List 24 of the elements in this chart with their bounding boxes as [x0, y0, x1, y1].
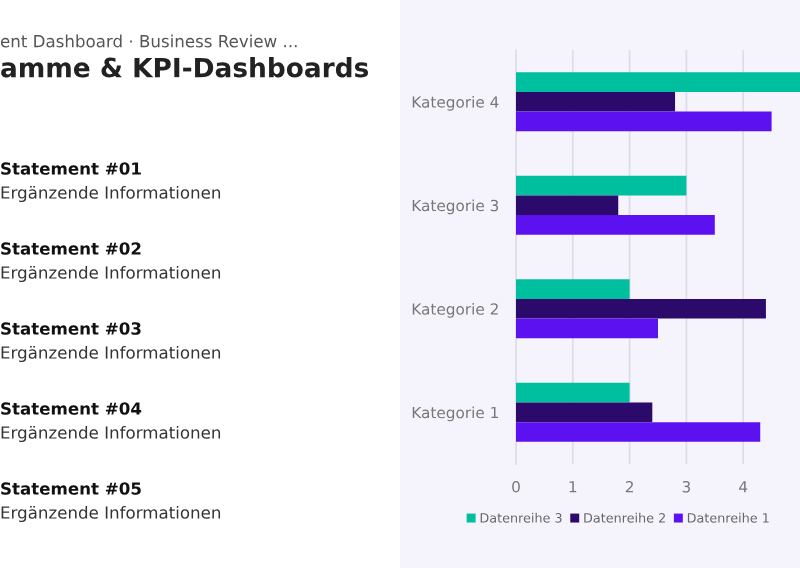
- text: amme & KPI-Dashboards: [1, 57, 369, 78]
- bar: [516, 402, 653, 423]
- text: Statement #02: [1, 242, 141, 255]
- bar: [516, 195, 619, 216]
- bar: [516, 318, 658, 339]
- bar: [516, 382, 630, 403]
- bar: [516, 298, 766, 319]
- bar: [516, 215, 715, 235]
- bar: [516, 279, 630, 299]
- text: Statement #04: [1, 402, 142, 415]
- bar: [516, 91, 676, 112]
- text: Statement #05: [1, 482, 141, 495]
- bar: [516, 422, 761, 442]
- bar: [516, 175, 687, 196]
- text: Ergänzende Informationen: [1, 505, 221, 523]
- text: Ergänzende Informationen: [1, 425, 221, 443]
- text: Ergänzende Informationen: [1, 345, 221, 363]
- bar: [516, 72, 800, 92]
- text: Statement #03: [1, 322, 141, 335]
- bar: [516, 111, 772, 132]
- text: Ergänzende Informationen: [1, 185, 221, 203]
- text: Statement #01: [1, 162, 141, 175]
- text: ent Dashboard · Business Review ...: [0, 34, 297, 48]
- text: Ergänzende Informationen: [1, 265, 221, 283]
